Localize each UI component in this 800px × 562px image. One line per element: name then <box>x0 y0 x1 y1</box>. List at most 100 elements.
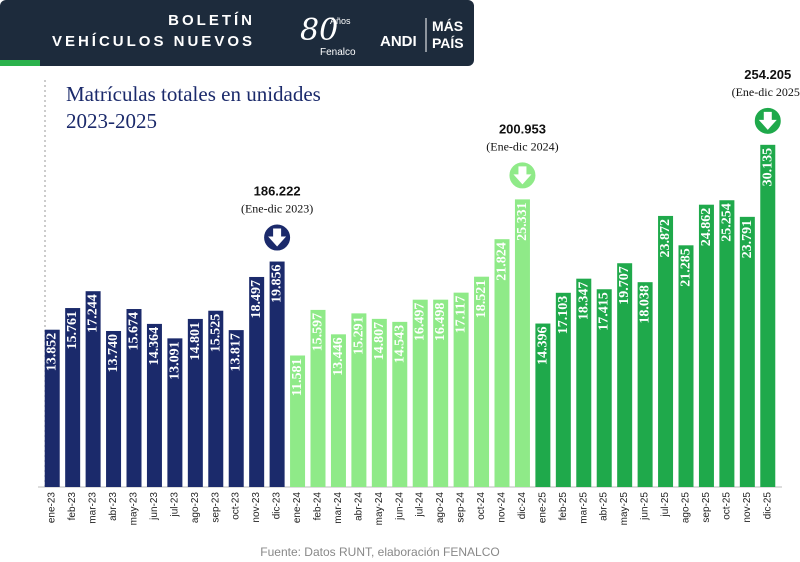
bar <box>555 292 571 487</box>
bar <box>167 338 183 487</box>
x-tick-label: ago-23 <box>190 492 201 524</box>
value-label: 13.817 <box>229 333 244 372</box>
bar <box>392 321 408 487</box>
value-label: 18.497 <box>249 280 264 319</box>
x-tick-label: ago-25 <box>681 492 692 524</box>
bar <box>739 216 755 487</box>
bar <box>146 323 162 487</box>
value-label: 15.761 <box>65 311 80 350</box>
x-tick-label: jul-25 <box>660 492 671 518</box>
bar <box>637 282 653 487</box>
value-label: 13.740 <box>106 334 121 373</box>
bar <box>290 355 306 487</box>
value-label: 17.117 <box>454 296 469 334</box>
value-label: 13.446 <box>331 337 346 376</box>
bar <box>494 239 510 487</box>
bar <box>269 261 285 487</box>
header-accent <box>0 60 40 66</box>
bar <box>412 299 428 487</box>
logo-mark: 80 <box>300 13 338 48</box>
value-label: 30.135 <box>760 148 775 187</box>
x-tick-label: ene-25 <box>537 492 548 524</box>
x-tick-label: nov-24 <box>497 492 508 523</box>
x-tick-label: dic-25 <box>762 492 773 520</box>
chart-title: Matrículas totales en unidades <box>66 82 321 106</box>
value-label: 16.498 <box>433 303 448 342</box>
logo-text: Años <box>330 16 351 26</box>
x-tick-label: dic-23 <box>272 492 283 520</box>
logo-text: Fenalco <box>320 47 356 58</box>
bar <box>760 144 776 487</box>
bar <box>249 276 265 487</box>
x-tick-label: mar-23 <box>88 492 99 524</box>
x-tick-label: nov-25 <box>742 492 753 523</box>
value-label: 15.674 <box>127 312 142 351</box>
value-label: 14.801 <box>188 322 203 361</box>
x-tick-label: feb-23 <box>67 492 78 521</box>
bar <box>576 278 592 487</box>
x-tick-label: feb-25 <box>558 492 569 521</box>
bar <box>453 292 469 487</box>
annotation-total: 254.205 <box>744 67 791 82</box>
x-tick-label: may-24 <box>374 492 385 526</box>
value-label: 18.038 <box>638 285 653 324</box>
bar <box>351 313 367 487</box>
x-tick-label: jun-24 <box>394 492 405 521</box>
bar <box>719 200 735 487</box>
x-tick-label: abr-25 <box>599 492 610 521</box>
x-tick-label: oct-25 <box>721 492 732 520</box>
x-tick-label: jun-23 <box>149 492 160 521</box>
value-label: 14.396 <box>535 327 550 366</box>
x-tick-label: nov-23 <box>251 492 262 523</box>
x-tick-label: mar-25 <box>578 492 589 524</box>
value-label: 17.415 <box>597 292 612 331</box>
bar <box>208 310 224 487</box>
value-label: 23.872 <box>658 219 673 258</box>
value-label: 21.285 <box>679 248 694 287</box>
value-label: 19.856 <box>270 265 285 304</box>
value-label: 15.597 <box>311 313 326 352</box>
x-tick-label: abr-24 <box>353 492 364 521</box>
x-tick-label: abr-23 <box>108 492 119 521</box>
x-tick-label: sep-25 <box>701 492 712 523</box>
annotation-period: (Ene-dic 2024) <box>486 139 558 153</box>
x-tick-label: oct-24 <box>476 492 487 520</box>
arrow-icon <box>513 166 532 185</box>
logo-text: ANDI <box>380 33 417 50</box>
x-tick-label: oct-23 <box>231 492 242 520</box>
x-tick-label: jul-23 <box>169 492 180 518</box>
annotation-total: 186.222 <box>254 184 301 199</box>
bar <box>65 308 81 487</box>
value-label: 17.103 <box>556 296 571 335</box>
bar <box>371 318 387 487</box>
bar <box>433 299 449 487</box>
x-tick-label: ago-24 <box>435 492 446 524</box>
annotation-period: (Ene-dic 2025) <box>732 85 800 99</box>
logo-text: PAÍS <box>432 35 464 51</box>
x-tick-label: may-23 <box>129 492 140 526</box>
x-tick-label: sep-24 <box>456 492 467 523</box>
logo-text: MÁS <box>432 18 463 34</box>
bar <box>474 276 490 487</box>
value-label: 15.525 <box>208 314 223 353</box>
arrow-icon <box>268 228 287 247</box>
value-label: 18.521 <box>474 280 489 319</box>
bar <box>228 330 244 487</box>
x-tick-label: ene-24 <box>292 492 303 524</box>
x-tick-label: feb-24 <box>313 492 324 521</box>
x-tick-label: jun-25 <box>640 492 651 521</box>
x-tick-label: mar-24 <box>333 492 344 524</box>
x-tick-label: sep-23 <box>210 492 221 523</box>
bar <box>44 329 60 487</box>
annotation-period: (Ene-dic 2023) <box>241 202 313 216</box>
arrow-icon <box>758 111 777 130</box>
bar <box>596 289 612 487</box>
value-label: 11.581 <box>290 358 305 396</box>
bar <box>617 263 633 487</box>
value-label: 24.862 <box>699 208 714 247</box>
x-tick-label: ene-23 <box>47 492 58 524</box>
value-label: 25.254 <box>719 203 734 242</box>
annotation-total: 200.953 <box>499 121 546 136</box>
bar <box>187 318 203 487</box>
